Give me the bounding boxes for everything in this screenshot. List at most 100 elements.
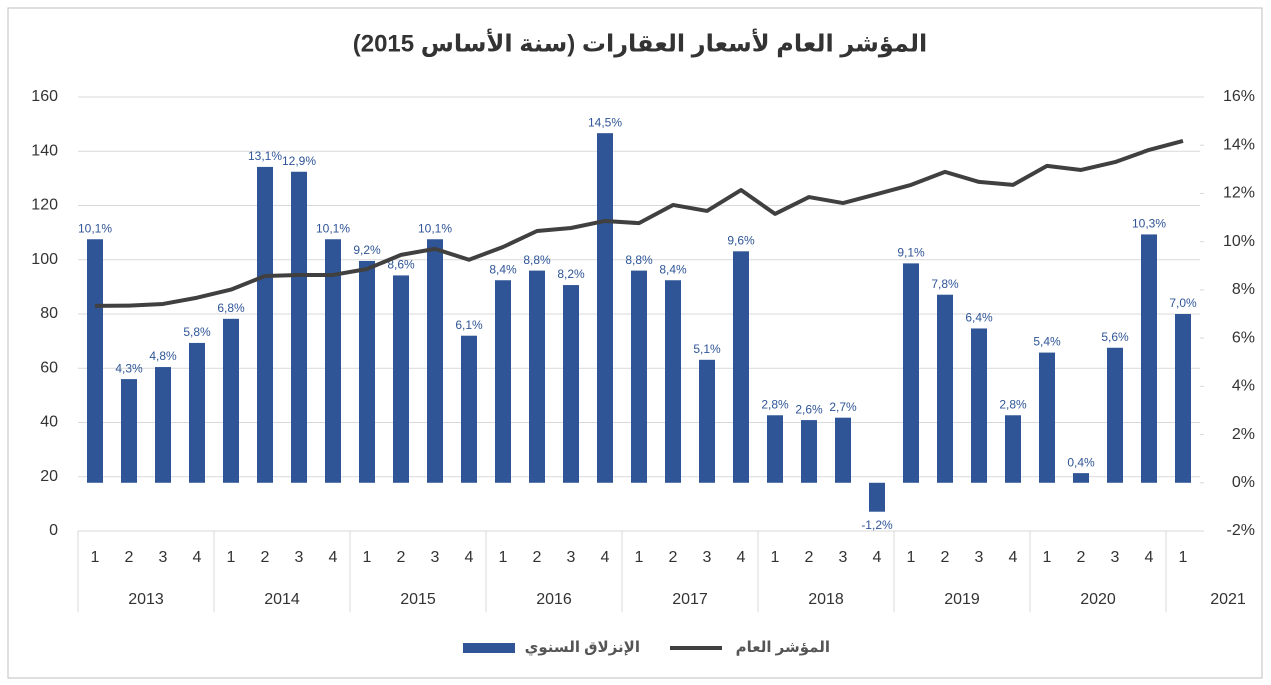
- bar: [1039, 352, 1055, 483]
- bar: [767, 415, 783, 483]
- data-label: 10,3%: [1132, 217, 1166, 231]
- data-label: 5,4%: [1033, 335, 1061, 349]
- x-tick-label: 2: [941, 549, 950, 566]
- bar: [223, 318, 239, 483]
- bar: [971, 328, 987, 483]
- bar: [937, 294, 953, 483]
- y2-tick-label: 8%: [1232, 281, 1255, 298]
- bar: [1073, 473, 1089, 483]
- bar: [665, 280, 681, 483]
- bar: [835, 417, 851, 483]
- y2-tick-label: 6%: [1232, 329, 1255, 346]
- y-tick-label: 100: [31, 251, 58, 268]
- x-tick-label: 1: [91, 549, 100, 566]
- bar: [461, 335, 477, 483]
- x-tick-label: 3: [567, 549, 576, 566]
- data-label: -1,2%: [861, 518, 893, 532]
- x-tick-label: 2: [397, 549, 406, 566]
- bar: [903, 263, 919, 483]
- data-label: 9,6%: [727, 233, 755, 247]
- data-label: 4,3%: [115, 361, 143, 375]
- x-tick-label: 3: [431, 549, 440, 566]
- x-tick-label: 3: [975, 549, 984, 566]
- x-tick-label: 2: [1077, 549, 1086, 566]
- bar: [495, 280, 511, 483]
- x-tick-label: 4: [1145, 549, 1154, 566]
- data-label: 10,1%: [78, 221, 112, 235]
- x-tick-label: 1: [1179, 549, 1188, 566]
- bar: [563, 285, 579, 483]
- data-label: 0,4%: [1067, 455, 1095, 469]
- bar: [291, 171, 307, 483]
- x-group-label: 2021: [1210, 591, 1246, 608]
- legend-swatch: [463, 643, 515, 653]
- x-tick-label: 2: [533, 549, 542, 566]
- bar: [427, 239, 443, 483]
- x-group-label: 2020: [1080, 591, 1116, 608]
- data-label: 6,1%: [455, 318, 483, 332]
- legend-label: المؤشر العام: [736, 639, 830, 656]
- bar: [1141, 234, 1157, 483]
- y2-tick-label: 4%: [1232, 378, 1255, 395]
- y-tick-label: 160: [31, 88, 58, 105]
- data-label: 10,1%: [418, 221, 452, 235]
- x-tick-label: 2: [125, 549, 134, 566]
- data-label: 5,8%: [183, 325, 211, 339]
- y-tick-label: 60: [40, 359, 58, 376]
- y2-tick-label: -2%: [1227, 522, 1255, 539]
- x-tick-label: 2: [261, 549, 270, 566]
- bar: [155, 367, 171, 483]
- data-label: 8,6%: [387, 258, 415, 272]
- bar: [631, 270, 647, 483]
- line: [94, 139, 1184, 308]
- bar: [87, 239, 103, 483]
- x-tick-label: 4: [737, 549, 746, 566]
- x-tick-label: 1: [907, 549, 916, 566]
- x-group-label: 2019: [944, 591, 980, 608]
- x-tick-label: 4: [601, 549, 610, 566]
- y-tick-label: 120: [31, 197, 58, 214]
- x-tick-label: 1: [499, 549, 508, 566]
- y2-tick-label: 14%: [1223, 136, 1255, 153]
- x-tick-label: 1: [771, 549, 780, 566]
- x-tick-label: 4: [873, 549, 882, 566]
- x-tick-label: 1: [1043, 549, 1052, 566]
- chart-title: المؤشر العام لأسعار العقارات (سنة الأساس…: [353, 28, 928, 57]
- data-label: 12,9%: [282, 154, 316, 168]
- y-tick-label: 0: [49, 522, 58, 539]
- bar: [1107, 347, 1123, 483]
- bar: [325, 239, 341, 483]
- data-label: 2,7%: [829, 400, 857, 414]
- bar: [393, 275, 409, 483]
- bar: [121, 379, 137, 483]
- x-tick-label: 2: [669, 549, 678, 566]
- x-tick-label: 3: [703, 549, 712, 566]
- bar: [801, 420, 817, 483]
- x-tick-label: 4: [193, 549, 202, 566]
- bar: [869, 482, 885, 512]
- data-label: 14,5%: [588, 115, 622, 129]
- y2-tick-label: 0%: [1232, 474, 1255, 491]
- data-label: 10,1%: [316, 221, 350, 235]
- x-tick-label: 3: [159, 549, 168, 566]
- y-tick-label: 20: [40, 468, 58, 485]
- y2-tick-label: 2%: [1232, 426, 1255, 443]
- x-group-label: 2015: [400, 591, 436, 608]
- x-tick-label: 3: [1111, 549, 1120, 566]
- legend-label: الإنزلاق السنوي: [525, 639, 640, 657]
- data-label: 5,1%: [693, 342, 721, 356]
- x-group-label: 2016: [536, 591, 572, 608]
- x-group-label: 2018: [808, 591, 844, 608]
- data-label: 7,8%: [931, 277, 959, 291]
- x-tick-label: 2: [805, 549, 814, 566]
- data-label: 8,4%: [489, 262, 517, 276]
- bar: [733, 251, 749, 483]
- data-label: 8,4%: [659, 262, 687, 276]
- x-group-label: 2013: [128, 591, 164, 608]
- data-label: 4,8%: [149, 349, 177, 363]
- x-tick-label: 3: [295, 549, 304, 566]
- x-tick-label: 1: [227, 549, 236, 566]
- data-label: 6,4%: [965, 311, 993, 325]
- x-group-label: 2017: [672, 591, 708, 608]
